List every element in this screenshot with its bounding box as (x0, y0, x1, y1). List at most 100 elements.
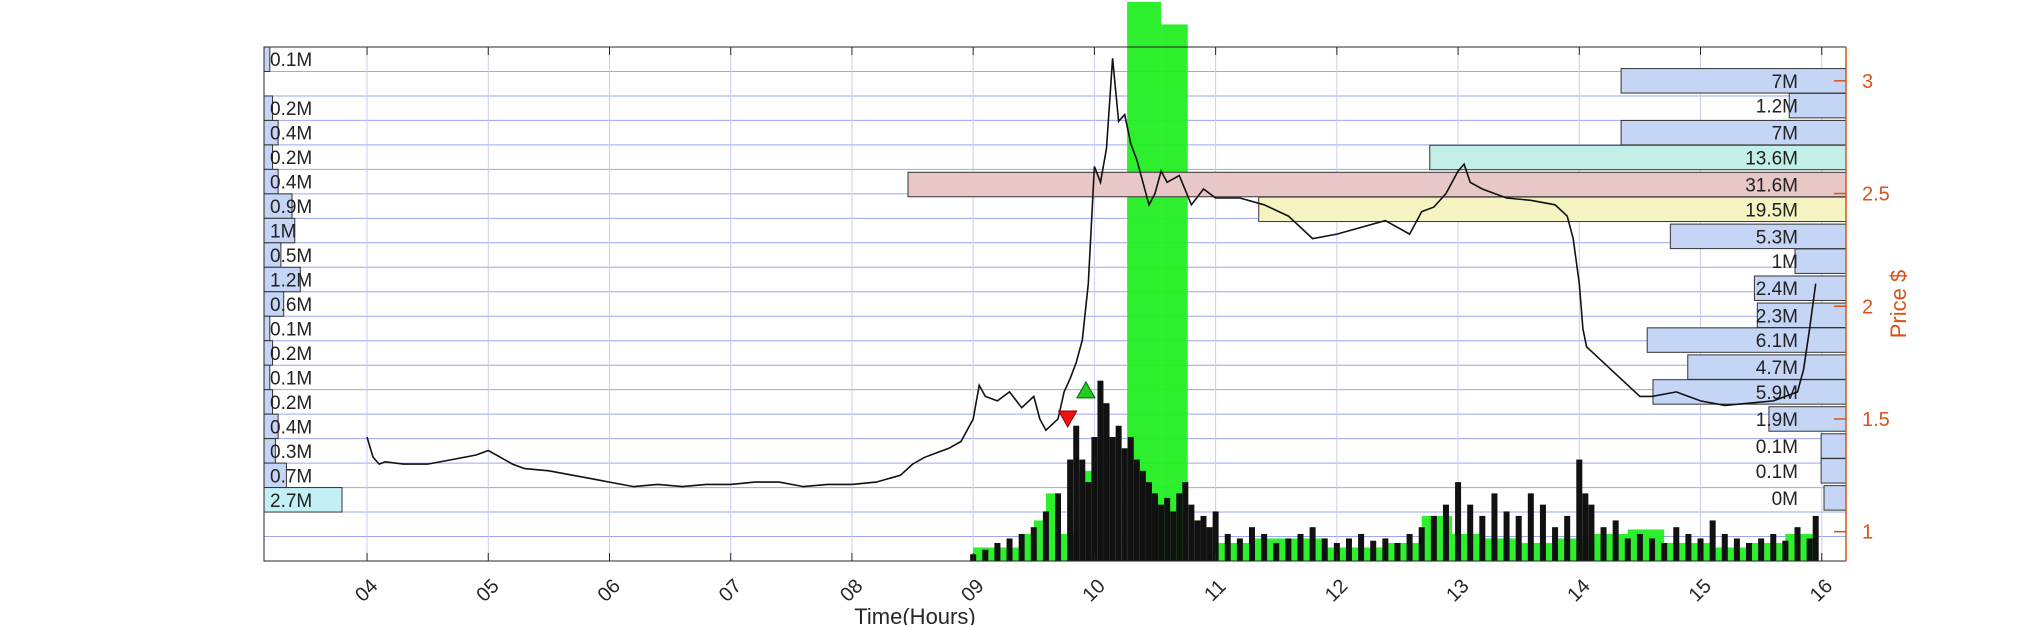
right-profile-label: 31.6M (1745, 176, 1798, 197)
volume-bar (1170, 511, 1177, 561)
vwap-block (1712, 547, 1750, 561)
x-tick-label: 04 (351, 575, 382, 606)
volume-bar (1097, 380, 1104, 561)
volume-bar (1576, 459, 1583, 561)
volume-bar (1636, 533, 1643, 561)
volume-bar (1248, 527, 1255, 561)
volume-bar (1345, 538, 1352, 561)
left-profile-bar (263, 217, 296, 244)
volume-bars (970, 380, 1819, 561)
x-tick-label: 16 (1806, 575, 1837, 606)
x-tick-label: 14 (1563, 575, 1594, 606)
volume-bar (1527, 493, 1534, 561)
right-profile-label: 5.3M (1756, 227, 1798, 248)
volume-bar (1333, 542, 1340, 561)
right-profile-bar (1652, 379, 1847, 405)
volume-bar (1297, 533, 1304, 561)
left-profile-label: 0.2M (270, 344, 312, 365)
x-tick-label: 15 (1685, 575, 1716, 606)
right-profile-label: 2.4M (1756, 279, 1798, 300)
right-profile-label: 4.7M (1756, 358, 1798, 379)
right-profile-label: 7M (1772, 72, 1798, 93)
left-profile-label: 0.2M (270, 148, 312, 169)
left-profile-label: 0.2M (270, 393, 312, 414)
volume-bar (1139, 470, 1146, 561)
right-profile-label: 13.6M (1745, 148, 1798, 169)
volume-bar (1782, 540, 1789, 561)
volume-bar (1588, 504, 1595, 561)
volume-bar (982, 549, 989, 561)
left-profile-bar (263, 46, 271, 72)
volume-bar (1188, 504, 1195, 561)
volume-bar (1582, 493, 1589, 561)
volume-bar (1770, 533, 1777, 561)
right-profile-label: 6.1M (1756, 331, 1798, 352)
volume-bar (1055, 493, 1062, 561)
volume-bar (1206, 527, 1213, 561)
volume-bar (1442, 504, 1449, 561)
volume-bar (1406, 533, 1413, 561)
volume-bar (1430, 515, 1437, 561)
volume-bar (1158, 504, 1165, 561)
volume-bar (1600, 527, 1607, 561)
volume-bar (1394, 542, 1401, 561)
volume-bar (1127, 437, 1134, 561)
volume-bar (1564, 515, 1571, 561)
volume-bar (1200, 515, 1207, 561)
vwap-block (1045, 493, 1059, 561)
vwap-block (1021, 533, 1034, 561)
right-profile-bar (1753, 275, 1847, 301)
right-profile-label: 0M (1772, 489, 1798, 510)
plot-frame (263, 46, 1847, 562)
right-profile-label: 19.5M (1745, 200, 1798, 221)
volume-bar (1176, 493, 1183, 561)
volume-bar (1018, 533, 1025, 561)
right-profile-label: 0.1M (1756, 462, 1798, 483)
y-tick-label: 2 (1862, 296, 1873, 318)
vwap-block (1385, 542, 1422, 561)
volume-bar (1236, 538, 1243, 561)
vwap-block (1215, 542, 1252, 561)
volume-bar (1273, 542, 1280, 561)
left-profile-label: 0.7M (270, 466, 312, 487)
right-volume-profile: 7M 1.2M 7M 13.6M 31.6M 19.5M 5.3M 1M 2.4M 2.3M 6.1… (907, 68, 1847, 511)
volume-bar (1418, 527, 1425, 561)
y-tick-label: 2.5 (1862, 184, 1890, 206)
volume-bar (1085, 482, 1092, 561)
x-tick-label: 07 (715, 575, 746, 606)
left-profile-label: 0.9M (270, 197, 312, 218)
x-axis-label: Time(Hours) (854, 604, 975, 625)
x-tick-label: 09 (957, 575, 988, 606)
volume-bar (1091, 437, 1098, 561)
volume-bar (1733, 538, 1740, 561)
vwap-block (1324, 547, 1386, 561)
y-axis-label: Price $ (1886, 270, 1911, 338)
volume-bar (1612, 520, 1619, 561)
right-profile-bar (1258, 196, 1847, 223)
volume-bar (1042, 511, 1049, 561)
volume-bar (1455, 482, 1462, 561)
left-profile-bar (263, 364, 271, 391)
x-tick-label: 06 (594, 575, 625, 606)
volume-bar (1746, 542, 1753, 561)
volume-bar (1661, 542, 1668, 561)
volume-bar (1806, 538, 1813, 561)
volume-bar (1194, 520, 1201, 561)
right-profile-bar (1646, 327, 1847, 353)
volume-bar (1145, 482, 1152, 561)
left-profile-label: 1.2M (270, 271, 312, 292)
right-profile-bar (1620, 119, 1847, 146)
volume-bar (1182, 482, 1189, 561)
volume-bar (1685, 533, 1692, 561)
vwap-block (1749, 542, 1786, 561)
buy-signal-marker (1076, 380, 1096, 399)
left-profile-bar (263, 266, 301, 293)
right-profile-bar (1820, 458, 1847, 484)
volume-bar (1103, 403, 1110, 561)
volume-bar (1115, 425, 1122, 561)
left-profile-label: 1M (270, 222, 296, 243)
volume-bar (1552, 527, 1559, 561)
volume-bar (1109, 437, 1116, 561)
vwap-block (1033, 520, 1046, 561)
volume-bar (1503, 511, 1510, 561)
